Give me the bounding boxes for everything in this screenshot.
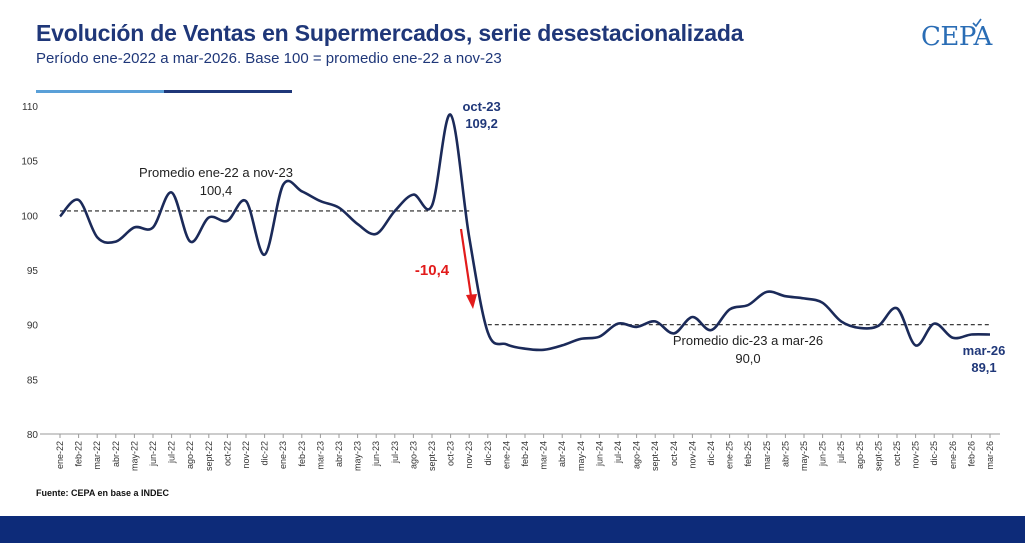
y-tick-label: 90 [27,321,39,332]
x-tick-label: ene-23 [278,441,288,469]
reference-label-1: Promedio ene-22 a nov-23 [139,165,293,180]
x-tick-label: oct-24 [669,441,679,466]
x-tick-label: sept-25 [873,441,883,471]
x-tick-label: dic-24 [706,441,716,466]
end-annotation-value: 89,1 [971,360,996,375]
x-tick-label: nov-23 [464,441,474,469]
chart-title: Evolución de Ventas en Supermercados, se… [36,20,744,46]
header-rule-light [36,90,164,93]
x-tick-label: may-25 [799,441,809,471]
x-tick-label: jul-22 [167,441,177,464]
x-tick-label: dic-23 [483,441,493,466]
x-tick-label: dic-25 [929,441,939,466]
x-tick-label: may-23 [353,441,363,471]
source-note: Fuente: CEPA en base a INDEC [36,488,170,498]
header-rule-dark [164,90,292,93]
x-tick-label: jun-25 [818,441,828,467]
footer-bar [0,516,1025,543]
x-tick-label: nov-25 [911,441,921,469]
x-tick-label: ago-25 [855,441,865,469]
x-tick-label: ago-22 [185,441,195,469]
x-tick-label: feb-25 [743,441,753,467]
x-tick-label: ene-22 [55,441,65,469]
x-tick-label: abr-25 [780,441,790,467]
x-tick-label: dic-22 [260,441,270,466]
x-tick-label: ene-26 [948,441,958,469]
x-tick-label: nov-22 [241,441,251,469]
x-tick-label: oct-23 [446,441,456,466]
series-line [59,113,991,352]
drop-arrow-head [466,294,477,309]
x-tick-label: jun-24 [594,441,604,467]
y-tick-label: 100 [21,211,38,222]
peak-annotation-value: 109,2 [465,116,498,131]
x-tick-label: jun-23 [371,441,381,467]
drop-arrow-shaft [459,228,473,297]
x-tick-label: may-22 [129,441,139,471]
x-tick-label: feb-26 [966,441,976,467]
x-tick-label: sept-23 [427,441,437,471]
peak-annotation-label: oct-23 [462,99,500,114]
x-tick-label: mar-26 [985,441,995,470]
x-tick-label: mar-22 [92,441,102,470]
x-tick-label: feb-23 [297,441,307,467]
x-tick-label: mar-25 [762,441,772,470]
reference-value-1: 100,4 [200,183,233,198]
y-tick-label: 105 [21,157,38,168]
y-tick-label: 110 [22,102,38,113]
reference-label-2: Promedio dic-23 a mar-26 [673,333,823,348]
x-tick-label: ene-24 [501,441,511,469]
x-tick-label: nov-24 [687,441,697,469]
x-tick-label: oct-25 [892,441,902,466]
x-tick-label: abr-23 [334,441,344,467]
series-layer [59,113,991,352]
x-tick-label: feb-24 [520,441,530,467]
x-tick-label: may-24 [576,441,586,471]
x-tick-label: jul-24 [613,441,623,464]
cepa-logo: CEPA [921,22,992,52]
reference-value-2: 90,0 [735,351,760,366]
logo-check-icon [972,18,982,28]
x-tick-label: jul-25 [836,441,846,464]
chart-subtitle: Período ene-2022 a mar-2026. Base 100 = … [36,50,502,67]
line-chart: 80 85 90 95 100 105 110 ene-22 feb-22 mar-22 abr-2… [21,99,1005,471]
x-tick-label: abr-24 [557,441,567,467]
x-tick-label: ene-25 [725,441,735,469]
chart-axes: 80 85 90 95 100 105 110 ene-22 feb-22 mar-22 abr-2… [21,102,1000,471]
y-tick-label: 85 [27,375,39,386]
y-tick-label: 80 [27,430,39,441]
drop-annotation-label: -10,4 [415,262,450,279]
annotations-layer: oct-23 109,2 mar-26 89,1 -10,4 [415,99,1005,375]
x-tick-label: jul-23 [390,441,400,464]
x-tick-label: oct-22 [222,441,232,466]
x-tick-label: sept-24 [650,441,660,471]
x-tick-label: ago-23 [408,441,418,469]
x-tick-label: abr-22 [111,441,121,467]
x-tick-label: mar-23 [315,441,325,470]
x-tick-label: ago-24 [632,441,642,469]
x-tick-label: feb-22 [74,441,84,467]
x-tick-label: sept-22 [204,441,214,471]
x-tick-label: mar-24 [539,441,549,470]
x-tick-label: jun-22 [148,441,158,467]
end-annotation-label: mar-26 [963,343,1006,358]
y-tick-label: 95 [27,266,39,277]
reference-lines: Promedio ene-22 a nov-23 100,4 Promedio di… [60,165,990,366]
